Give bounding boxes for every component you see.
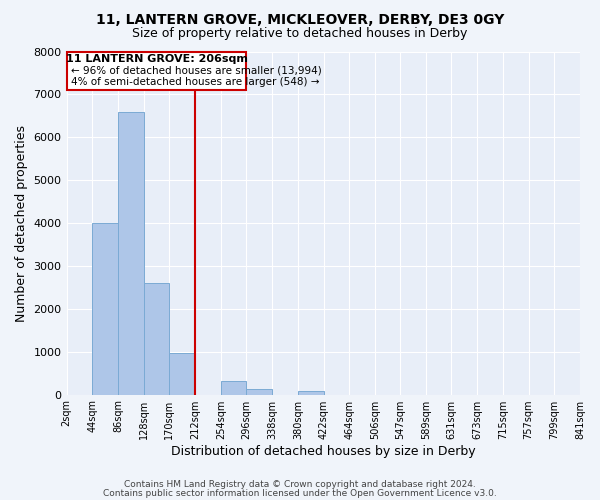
Bar (221, 381, 247, 394)
Text: ← 96% of detached houses are smaller (13,994): ← 96% of detached houses are smaller (13… (71, 65, 322, 75)
Text: 11 LANTERN GROVE: 206sqm: 11 LANTERN GROVE: 206sqm (65, 54, 247, 64)
Bar (298, 390, 323, 394)
Text: Size of property relative to detached houses in Derby: Size of property relative to detached ho… (133, 28, 467, 40)
Bar (92, 223, 118, 394)
FancyBboxPatch shape (67, 52, 247, 90)
Text: Contains public sector information licensed under the Open Government Licence v3: Contains public sector information licen… (103, 488, 497, 498)
Y-axis label: Number of detached properties: Number of detached properties (15, 124, 28, 322)
Text: 11, LANTERN GROVE, MICKLEOVER, DERBY, DE3 0GY: 11, LANTERN GROVE, MICKLEOVER, DERBY, DE… (96, 12, 504, 26)
X-axis label: Distribution of detached houses by size in Derby: Distribution of detached houses by size … (171, 444, 476, 458)
Bar (143, 283, 169, 395)
Bar (247, 389, 272, 394)
Text: 4% of semi-detached houses are larger (548) →: 4% of semi-detached houses are larger (5… (71, 76, 320, 86)
Bar (118, 112, 143, 395)
Bar (169, 353, 195, 395)
Text: Contains HM Land Registry data © Crown copyright and database right 2024.: Contains HM Land Registry data © Crown c… (124, 480, 476, 489)
